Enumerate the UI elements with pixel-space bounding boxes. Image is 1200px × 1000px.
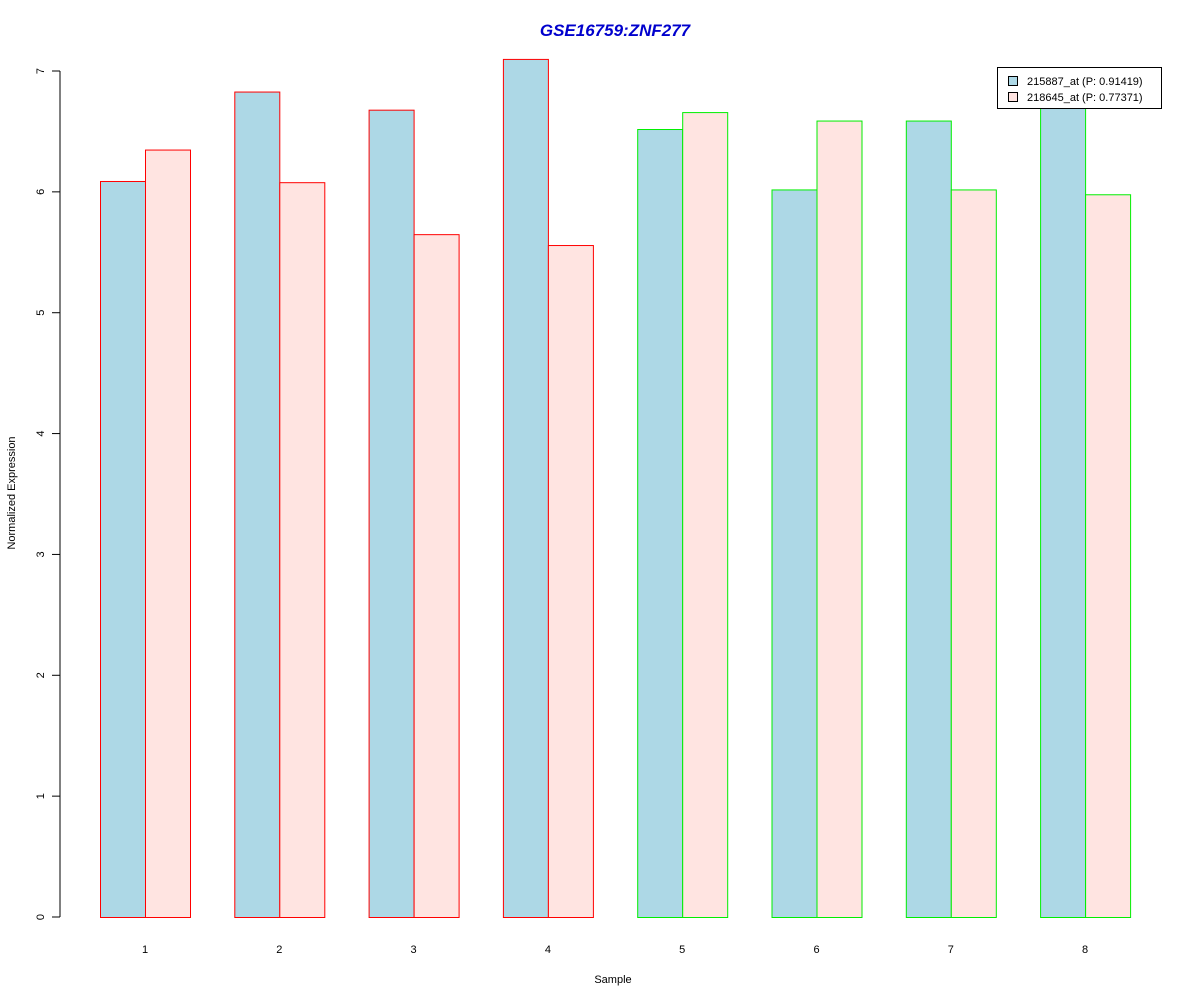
bar-sample-1-series-1 <box>100 180 146 919</box>
x-tick-label: 2 <box>276 944 282 956</box>
y-tick-label: 6 <box>35 189 47 195</box>
bar-sample-8-series-2 <box>1085 194 1132 918</box>
y-axis-label: Normalized Expression <box>6 436 18 549</box>
bar-sample-1-series-2 <box>145 149 191 919</box>
legend-swatch <box>1008 76 1018 86</box>
x-tick-label: 5 <box>679 944 685 956</box>
y-tick-label: 4 <box>35 431 47 437</box>
bar-sample-8-series-1 <box>1040 95 1087 918</box>
y-tick-label: 5 <box>35 310 47 316</box>
bar-sample-7-series-2 <box>950 189 997 918</box>
x-tick-label: 1 <box>142 944 148 956</box>
bar-sample-2-series-2 <box>279 182 326 918</box>
legend-entry-label: 215887_at (P: 0.91419) <box>1027 76 1143 88</box>
x-tick-label: 7 <box>948 944 954 956</box>
x-tick-label: 8 <box>1082 944 1088 956</box>
bar-sample-3-series-2 <box>413 234 460 918</box>
x-tick-label: 6 <box>813 944 819 956</box>
chart-title: GSE16759:ZNF277 <box>540 21 692 40</box>
bar-sample-6-series-1 <box>771 189 818 918</box>
y-tick-label: 0 <box>35 914 47 920</box>
y-tick-label: 7 <box>35 68 47 74</box>
y-axis: 0 1 2 3 4 5 6 7 <box>35 68 61 920</box>
x-tick-label: 4 <box>545 944 551 956</box>
legend-box <box>997 67 1162 109</box>
bar-sample-7-series-1 <box>905 120 952 918</box>
y-tick-label: 3 <box>35 551 47 557</box>
x-tick-label: 3 <box>411 944 417 956</box>
legend-entry-label: 218645_at (P: 0.77371) <box>1027 92 1143 104</box>
x-axis-label: Sample <box>594 974 631 986</box>
bar-sample-4-series-2 <box>547 245 594 918</box>
y-tick-label: 1 <box>35 793 47 799</box>
bar-sample-4-series-1 <box>502 58 549 918</box>
bars-group <box>100 58 1132 919</box>
bar-sample-5-series-1 <box>637 129 684 919</box>
legend-swatch <box>1008 92 1018 102</box>
legend: 215887_at (P: 0.91419) 218645_at (P: 0.77… <box>997 67 1162 109</box>
y-tick-label: 2 <box>35 672 47 678</box>
bar-sample-5-series-2 <box>682 112 729 918</box>
bar-sample-2-series-1 <box>234 91 281 918</box>
x-axis-ticks: 1 2 3 4 5 6 7 8 <box>142 944 1088 956</box>
bar-sample-3-series-1 <box>368 109 415 919</box>
bar-sample-6-series-2 <box>816 120 863 918</box>
